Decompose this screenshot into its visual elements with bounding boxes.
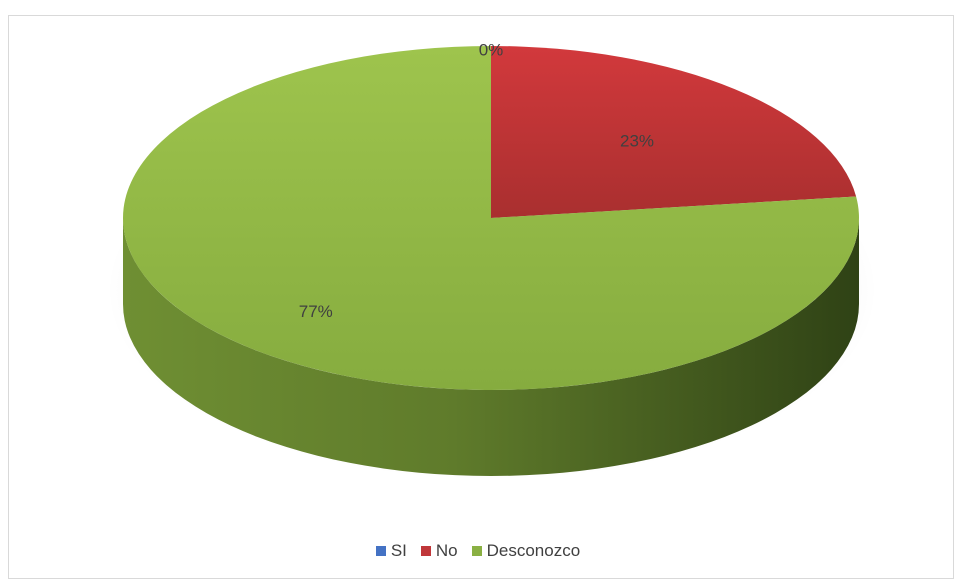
- data-label-si: 0%: [479, 40, 504, 59]
- pie-slice-no: [491, 46, 857, 218]
- legend-swatch-si: [375, 546, 386, 556]
- legend-item-si: SI: [375, 541, 407, 561]
- data-label-no: 23%: [620, 132, 654, 151]
- legend-swatch-desconozco: [471, 546, 482, 556]
- legend-label-si: SI: [390, 541, 407, 560]
- data-label-desconozco: 77%: [299, 302, 333, 321]
- chart-legend: SI No Desconozco: [0, 541, 956, 561]
- pie-slice-desconozco: [122, 46, 859, 390]
- legend-swatch-no: [420, 546, 431, 556]
- pie-side: [123, 218, 859, 476]
- legend-label-desconozco: Desconozco: [486, 541, 581, 560]
- legend-item-desconozco: Desconozco: [471, 541, 581, 561]
- legend-label-no: No: [435, 541, 458, 560]
- legend-item-no: No: [420, 541, 458, 561]
